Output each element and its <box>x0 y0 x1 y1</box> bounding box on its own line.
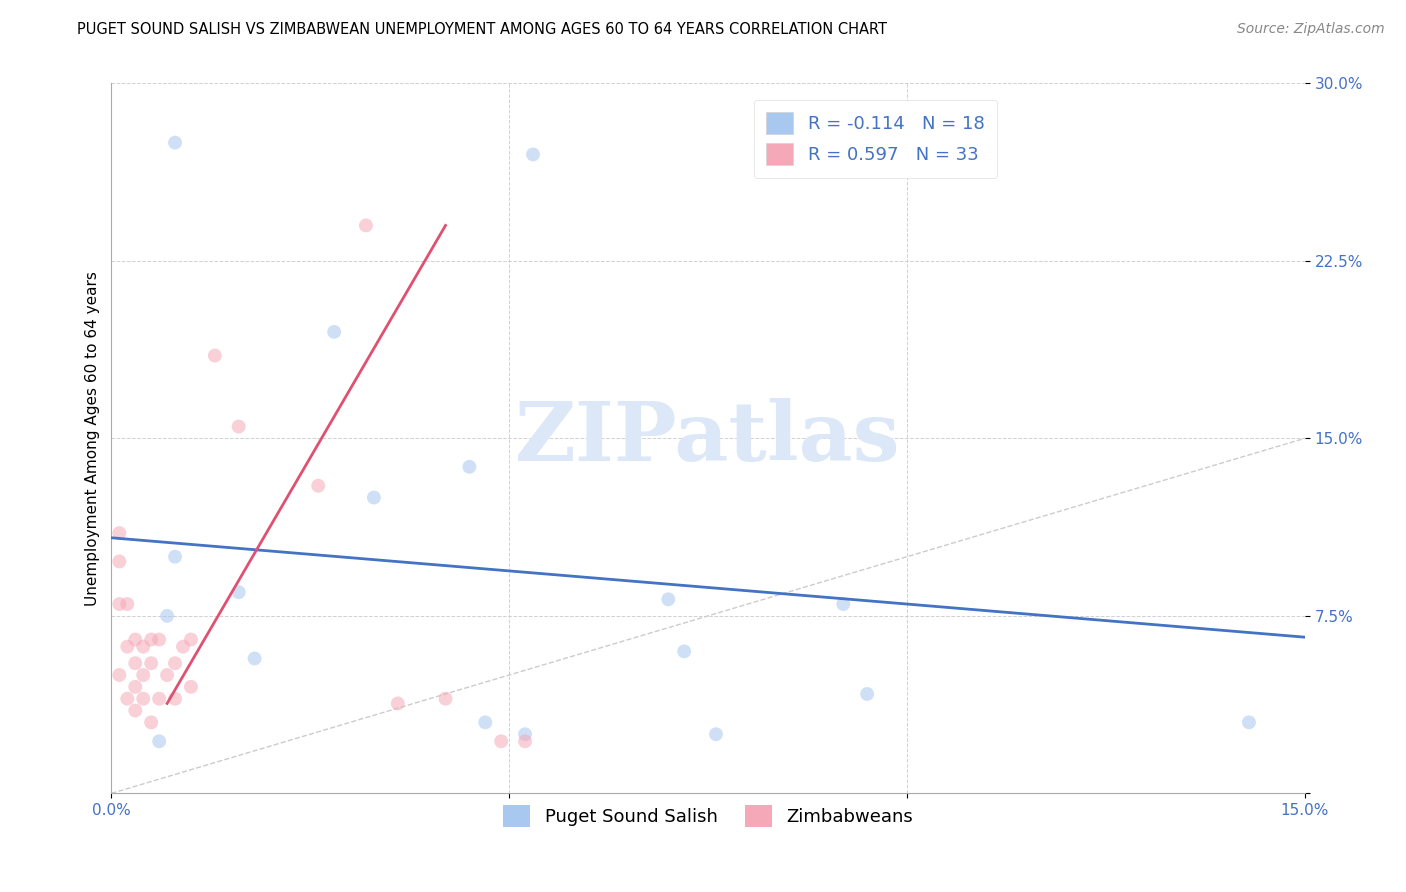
Point <box>243 651 266 665</box>
Point <box>323 325 346 339</box>
Y-axis label: Unemployment Among Ages 60 to 64 years: Unemployment Among Ages 60 to 64 years <box>86 271 100 606</box>
Point <box>156 668 179 682</box>
Point <box>458 459 481 474</box>
Point <box>148 691 170 706</box>
Point <box>180 680 202 694</box>
Point <box>108 526 131 541</box>
Point <box>474 715 496 730</box>
Point <box>132 668 155 682</box>
Point <box>124 632 146 647</box>
Point <box>141 632 163 647</box>
Legend: Puget Sound Salish, Zimbabweans: Puget Sound Salish, Zimbabweans <box>496 797 920 834</box>
Point <box>204 349 226 363</box>
Point <box>156 608 179 623</box>
Point <box>513 734 536 748</box>
Point <box>124 680 146 694</box>
Point <box>704 727 727 741</box>
Text: ZIPatlas: ZIPatlas <box>515 399 901 478</box>
Point <box>108 668 131 682</box>
Point <box>124 656 146 670</box>
Point <box>165 656 187 670</box>
Point <box>132 691 155 706</box>
Point <box>117 597 139 611</box>
Point <box>141 656 163 670</box>
Point <box>148 632 170 647</box>
Point <box>228 585 250 599</box>
Point <box>132 640 155 654</box>
Point <box>148 734 170 748</box>
Point <box>172 640 194 654</box>
Point <box>673 644 696 658</box>
Point <box>108 597 131 611</box>
Point <box>513 727 536 741</box>
Point <box>165 549 187 564</box>
Point <box>108 554 131 568</box>
Point <box>489 734 512 748</box>
Point <box>354 219 377 233</box>
Point <box>1237 715 1260 730</box>
Point <box>124 704 146 718</box>
Point <box>307 479 329 493</box>
Point <box>522 147 544 161</box>
Point <box>832 597 855 611</box>
Text: PUGET SOUND SALISH VS ZIMBABWEAN UNEMPLOYMENT AMONG AGES 60 TO 64 YEARS CORRELAT: PUGET SOUND SALISH VS ZIMBABWEAN UNEMPLO… <box>77 22 887 37</box>
Point <box>117 691 139 706</box>
Point <box>180 632 202 647</box>
Point <box>117 640 139 654</box>
Point <box>856 687 879 701</box>
Point <box>141 715 163 730</box>
Text: Source: ZipAtlas.com: Source: ZipAtlas.com <box>1237 22 1385 37</box>
Point <box>434 691 457 706</box>
Point <box>387 697 409 711</box>
Point <box>165 136 187 150</box>
Point <box>228 419 250 434</box>
Point <box>165 691 187 706</box>
Point <box>363 491 385 505</box>
Point <box>657 592 679 607</box>
